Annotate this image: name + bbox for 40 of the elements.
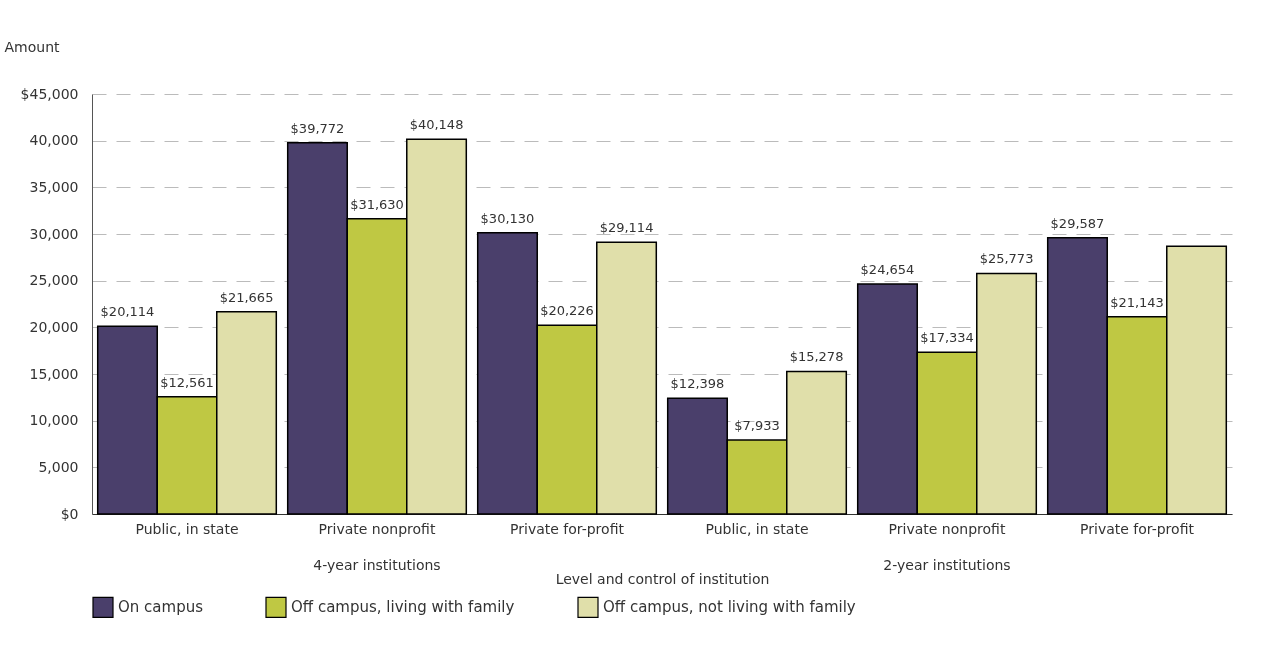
data-label: $17,334 (920, 330, 974, 346)
data-label: $21,143 (1110, 294, 1164, 310)
data-label: $21,665 (219, 289, 274, 305)
data-label: $20,114 (100, 304, 155, 320)
x-tick-label: Private for-profit (1080, 520, 1195, 537)
y-axis-title: Amount (4, 38, 61, 55)
y-tick-label: 30,000 (29, 225, 79, 242)
x-tick-label: Public, in state (135, 520, 239, 537)
x-axis-title: Level and control of institution (555, 570, 770, 587)
text: 2-year institutions (883, 557, 1011, 573)
data-label: $12,398 (670, 376, 725, 392)
data-label: $29,587 (1050, 215, 1105, 231)
data-label: $20,226 (540, 303, 594, 319)
data-label: $29,114 (599, 220, 654, 236)
data-label: $31,630 (350, 196, 404, 212)
y-tick-label: 10,000 (29, 412, 79, 429)
legend-label: Off campus, not living with family (603, 598, 856, 617)
x-tick-label: Private nonprofit (888, 520, 1006, 537)
y-tick-label: 35,000 (29, 178, 79, 195)
data-label: $7,933 (734, 417, 780, 433)
y-tick-label: $0 (60, 505, 79, 522)
y-tick-label: 20,000 (29, 318, 79, 335)
x-tick-label: Private nonprofit (318, 520, 436, 537)
y-tick-label: 25,000 (29, 272, 79, 289)
data-label: $24,654 (860, 261, 915, 277)
data-label: $40,148 (409, 117, 464, 133)
text: 4-year institutions (313, 557, 441, 573)
data-label: $15,278 (789, 349, 844, 365)
y-tick-label: $45,000 (20, 85, 79, 102)
data-label: $12,561 (160, 374, 214, 390)
x-tick-label: Public, in state (705, 520, 809, 537)
data-label: $39,772 (290, 120, 345, 136)
data-label: $25,773 (979, 251, 1034, 267)
data-label: $30,130 (480, 210, 535, 226)
y-tick-label: 5,000 (38, 458, 79, 475)
y-tick-label: 15,000 (29, 365, 79, 382)
x-tick-label: Private for-profit (510, 520, 625, 537)
legend-label: On campus (118, 598, 204, 617)
y-tick-label: 40,000 (29, 132, 79, 149)
legend-label: Off campus, living with family (291, 598, 515, 617)
